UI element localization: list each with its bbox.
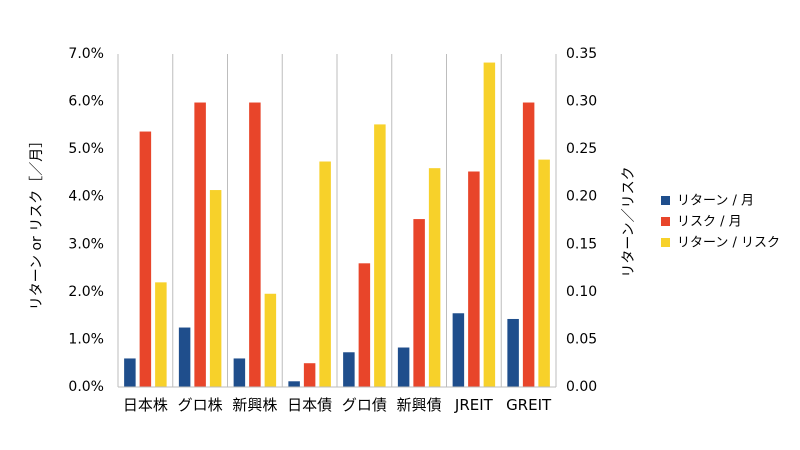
bar	[194, 102, 206, 387]
right-tick-label: 0.25	[566, 141, 597, 157]
category-labels: 日本株 グロ株 新興株 日本債 グロ債 新興債 JREIT GREIT	[123, 396, 552, 414]
left-tick-label: 0.0%	[68, 379, 104, 395]
bar	[358, 263, 371, 387]
right-tick-label: 0.05	[566, 331, 597, 347]
bar	[155, 282, 167, 387]
right-tick-label: 0.00	[566, 379, 597, 395]
bar	[397, 347, 410, 387]
right-tick-label: 0.35	[566, 46, 597, 62]
legend-swatch	[661, 217, 670, 226]
bar	[288, 381, 300, 387]
left-axis-title: リターン or リスク［／月］	[29, 134, 45, 311]
legend-swatch	[661, 238, 670, 247]
right-tick-label: 0.20	[566, 189, 597, 205]
bars	[124, 62, 550, 388]
left-tick-label: 4.0%	[68, 189, 104, 205]
bar	[209, 190, 222, 387]
grid	[172, 54, 502, 387]
category-label: 新興債	[397, 396, 442, 414]
bar	[319, 161, 331, 387]
bar	[374, 124, 386, 388]
category-label: JREIT	[454, 396, 494, 414]
bar	[264, 293, 277, 387]
bar	[343, 352, 355, 387]
bar	[428, 168, 441, 387]
bar	[522, 102, 535, 387]
legend-label: リターン / リスク	[677, 236, 780, 251]
legend-label: リターン / 月	[677, 194, 754, 209]
legend-label: リスク / 月	[677, 215, 742, 230]
category-label: 日本債	[287, 396, 332, 414]
bar	[139, 131, 152, 387]
category-label: 新興株	[232, 396, 277, 414]
bar	[468, 171, 480, 387]
left-tick-label: 3.0%	[68, 236, 104, 252]
bar	[233, 358, 246, 387]
bar	[538, 159, 550, 387]
bar	[413, 219, 425, 387]
right-axis-ticks: 0.00 0.05 0.10 0.15 0.20 0.25 0.30 0.35	[566, 46, 597, 395]
left-tick-label: 2.0%	[68, 284, 104, 300]
bar	[507, 318, 519, 387]
left-tick-label: 1.0%	[68, 331, 104, 347]
left-tick-label: 5.0%	[68, 141, 104, 157]
bar	[452, 313, 465, 387]
legend-swatch	[661, 196, 670, 205]
left-tick-label: 7.0%	[68, 46, 104, 62]
right-axis-title: リターン／リスク	[621, 166, 637, 277]
right-tick-label: 0.15	[566, 236, 597, 252]
category-label: グロ債	[342, 396, 387, 414]
category-label: 日本株	[123, 396, 168, 414]
right-tick-label: 0.10	[566, 284, 597, 300]
axes	[117, 54, 557, 388]
bar	[124, 358, 136, 387]
left-axis-ticks: 0.0% 1.0% 2.0% 3.0% 4.0% 5.0% 6.0% 7.0%	[68, 46, 104, 395]
bar	[249, 102, 261, 387]
bar	[178, 327, 191, 387]
bar	[303, 363, 316, 387]
category-label: グロ株	[178, 396, 223, 414]
category-label: GREIT	[506, 396, 552, 414]
left-tick-label: 6.0%	[68, 94, 104, 110]
bar	[483, 62, 496, 387]
right-tick-label: 0.30	[566, 94, 597, 110]
